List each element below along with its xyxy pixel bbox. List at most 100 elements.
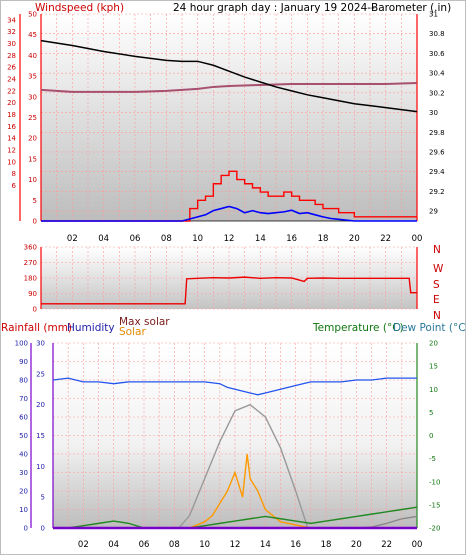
humidity-tick-label: 40 [19,451,28,459]
solar-legend: Solar [119,326,146,338]
x-tick-label: 04 [98,234,109,244]
temperature-tick-label: -20 [429,525,440,533]
x-tick-label: 22 [380,234,391,244]
barometer-line [40,39,418,113]
windspeed-tick-label: 24 [7,76,16,84]
humidity-tick-label: 0 [24,525,28,533]
temperature-tick-label: 5 [429,409,433,417]
humidity-tick-label: 20 [19,488,28,496]
pressure-band-line [40,82,418,93]
barometer-tick-label: 29.2 [429,188,445,196]
windspeed-inner-tick-label: 20 [28,135,37,143]
direction-letter-s: S [433,279,440,291]
temperature-legend: Temperature (°C) [312,322,404,334]
dew-point-legend: Dew Point (°C) [393,322,465,334]
x-tick-label: 18 [318,234,329,244]
max-solar-legend: Max solar [119,316,170,328]
temperature-tick-label: -15 [429,501,440,509]
barometer-tick-label: 29.8 [429,129,445,137]
x-tick-label: 04 [108,540,119,550]
barometer-tick-label: 29.4 [429,168,445,176]
direction-tick-label: 270 [24,259,37,267]
windspeed-inner-tick-label: 45 [28,31,37,39]
x-tick-label: 02 [78,540,89,550]
direction-letter-n-top: N [433,244,441,256]
barometer-tick-label: 29 [429,208,438,216]
temperature-tick-label: 10 [429,386,438,394]
temperature-tick-label: -5 [429,455,436,463]
rainfall-tick-label: 0 [41,525,45,533]
windspeed-inner-tick-label: 30 [28,93,37,101]
x-tick-label: 10 [192,234,203,244]
gust-line [41,170,417,222]
windspeed-tick-label: 16 [7,123,16,131]
humidity-tick-label: 100 [15,340,28,348]
windspeed-tick-label: 12 [7,147,16,155]
barometer-tick-label: 30.4 [429,70,445,78]
humidity-tick-label: 80 [19,377,28,385]
humidity-tick-label: 30 [19,469,28,477]
direction-tick-label: 0 [33,306,37,314]
windspeed-inner-tick-label: 35 [28,73,37,81]
x-tick-label: 00 [412,234,423,244]
max-solar-line [178,403,309,529]
direction-tick-label: 360 [24,244,37,252]
rainfall-legend: Rainfall (mm) [1,322,72,334]
windspeed-tick-label: 32 [7,28,16,36]
direction-letter-n-bottom: N [433,310,441,322]
windspeed-tick-label: 14 [7,135,16,143]
x-tick-label: 08 [169,540,180,550]
barometer-tick-label: 30.8 [429,30,445,38]
x-tick-label: 16 [290,540,301,550]
windspeed-tick-label: 10 [7,158,16,166]
windspeed-inner-tick-label: 15 [28,155,37,163]
x-tick-label: 00 [412,540,423,550]
temperature-tick-label: 0 [429,432,433,440]
windspeed-tick-label: 26 [7,64,16,72]
humidity-tick-label: 70 [19,395,28,403]
barometer-tick-label: 30.6 [429,50,445,58]
temperature-tick-label: 15 [429,363,438,371]
temperature-tick-label: -10 [429,478,440,486]
humidity-tick-label: 50 [19,432,28,440]
rainfall-tick-label: 10 [36,463,45,471]
x-tick-label: 16 [286,234,297,244]
windspeed-tick-label: 22 [7,87,16,95]
x-tick-label: 02 [67,234,78,244]
x-tick-label: 14 [255,234,266,244]
barometer-tick-label: 31 [429,11,438,19]
x-tick-label: 22 [381,540,392,550]
windspeed-inner-tick-label: 25 [28,114,37,122]
rainfall-tick-label: 30 [36,340,45,348]
direction-letter-w: W [433,263,444,275]
x-tick-label: 10 [199,540,210,550]
x-tick-label: 12 [230,540,241,550]
windspeed-tick-label: 6 [12,182,17,190]
windspeed-tick-label: 30 [7,40,16,48]
windspeed-tick-label: 20 [7,99,16,107]
windspeed-tick-label: 34 [7,16,16,24]
x-tick-label: 18 [321,540,332,550]
windspeed-tick-label: 8 [12,170,16,178]
x-tick-label: 06 [139,540,150,550]
windspeed-inner-tick-label: 0 [33,218,37,226]
x-tick-label: 08 [161,234,172,244]
windspeed-tick-label: 18 [7,111,16,119]
temperature-tick-label: 20 [429,340,438,348]
temperature-line [53,506,418,529]
humidity-tick-label: 90 [19,358,28,366]
humidity-tick-label: 10 [19,506,28,514]
solar-line [189,453,311,529]
barometer-axis-title: Barometer (.in) [371,2,451,14]
windspeed-inner-tick-label: 10 [28,176,37,184]
direction-letter-e: E [433,294,440,306]
rainfall-tick-label: 15 [36,432,45,440]
direction-tick-label: 180 [24,275,37,283]
x-tick-label: 20 [349,234,360,244]
rainfall-tick-label: 25 [36,370,45,378]
barometer-tick-label: 30.2 [429,89,445,97]
windspeed-tick-label: 28 [7,52,16,60]
windspeed-inner-tick-label: 40 [28,52,37,60]
